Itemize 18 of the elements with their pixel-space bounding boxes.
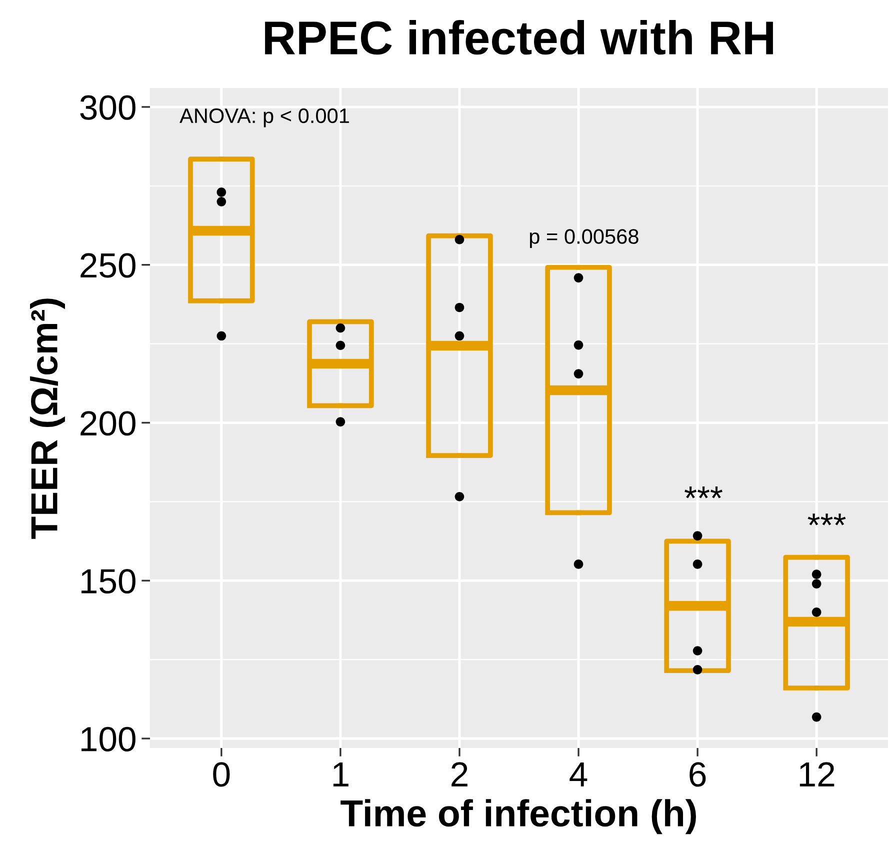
x-tick-label: 1 — [333, 762, 348, 786]
annotation: p = 0.00568 — [530, 229, 638, 248]
x-axis-title: Time of infection (h) — [340, 799, 696, 834]
x-tick-label: 6 — [690, 762, 706, 787]
annotation: *** — [684, 486, 722, 498]
x-tick-label: 2 — [452, 762, 468, 786]
y-tick-label: 200 — [80, 411, 136, 436]
y-tick-label: 100 — [82, 726, 136, 752]
x-tick-label: 12 — [800, 762, 834, 786]
y-tick-label: 250 — [80, 253, 136, 278]
y-tick-label: 150 — [82, 568, 136, 594]
x-tick-label: 0 — [213, 762, 230, 787]
chart-title: RPEC infected with RH — [265, 20, 773, 55]
annotation: ANOVA: p < 0.001 — [180, 108, 349, 128]
y-axis-title: TEER (Ω/cm²) — [30, 298, 65, 539]
annotation: *** — [808, 514, 846, 526]
x-tick-label: 4 — [570, 762, 588, 786]
y-tick-label: 300 — [80, 95, 136, 120]
